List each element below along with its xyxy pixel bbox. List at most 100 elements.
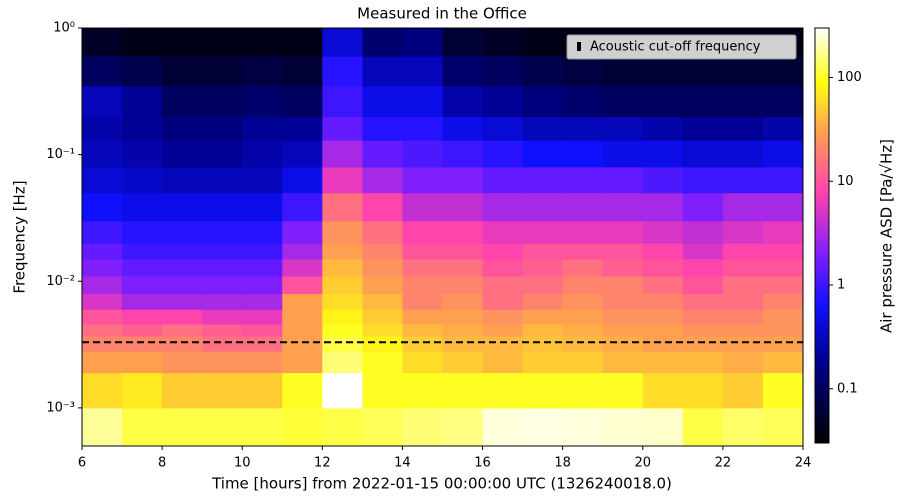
heat-cell (82, 293, 123, 310)
heat-cell (682, 323, 724, 337)
y-axis-label: Frequency [Hz] (11, 180, 29, 293)
heat-cell (722, 372, 764, 409)
heat-cell (402, 323, 443, 337)
heat-cell (322, 258, 363, 277)
heat-cell (442, 293, 484, 310)
heat-cell (242, 309, 283, 325)
heat-cell (642, 166, 684, 194)
heat-cell (522, 28, 564, 57)
heat-cell (442, 372, 484, 409)
heat-cell (402, 140, 443, 168)
heat-cell (522, 166, 564, 194)
heat-cell (442, 276, 484, 295)
heat-cell (482, 293, 524, 310)
heat-cell (282, 372, 323, 409)
heat-cell (482, 220, 524, 244)
heat-cell (722, 323, 764, 337)
heat-cell (562, 56, 604, 87)
heat-cell (242, 140, 283, 168)
heat-cell (762, 85, 804, 118)
heat-cell (162, 335, 203, 352)
heat-cell (482, 28, 524, 57)
heat-cell (122, 166, 163, 194)
x-tick-label: 6 (78, 456, 86, 471)
x-tick-label: 24 (795, 456, 812, 471)
heat-cell (522, 372, 564, 409)
heat-cell (642, 220, 684, 244)
heat-cell (322, 407, 363, 447)
heat-cell (162, 85, 203, 118)
heat-cell (162, 56, 203, 87)
heat-cell (282, 85, 323, 118)
heat-cell (402, 116, 443, 141)
heat-cell (402, 293, 443, 310)
heat-cell (322, 351, 363, 374)
heat-cell (362, 192, 403, 222)
heat-cell (762, 220, 804, 244)
heat-cell (242, 56, 283, 87)
y-tick-label: 10⁻² (46, 274, 75, 289)
heat-cell (402, 335, 443, 352)
heat-cell (362, 351, 403, 374)
heat-cell (602, 407, 644, 447)
heat-cell (122, 116, 163, 141)
heat-cell (682, 116, 724, 141)
heat-cell (362, 140, 403, 168)
heat-cell (482, 276, 524, 295)
heat-cell (682, 407, 724, 447)
heat-cell (522, 335, 564, 352)
heat-cell (482, 258, 524, 277)
x-tick-label: 20 (635, 456, 652, 471)
heat-cell (602, 323, 644, 337)
x-tick-label: 22 (715, 456, 732, 471)
heat-cell (362, 293, 403, 310)
heat-cell (762, 258, 804, 277)
heat-cell (402, 407, 443, 447)
heat-cell (242, 192, 283, 222)
heat-cell (202, 335, 243, 352)
legend-box (566, 34, 797, 60)
heat-cell (482, 192, 524, 222)
heat-cell (242, 276, 283, 295)
heat-cell (722, 140, 764, 168)
heat-cell (482, 372, 524, 409)
heat-cell (202, 28, 243, 57)
heat-cell (242, 85, 283, 118)
heat-cell (322, 309, 363, 325)
heat-cell (362, 258, 403, 277)
heat-cell (602, 116, 644, 141)
heat-cell (242, 372, 283, 409)
heat-cell (162, 407, 203, 447)
x-tick-label: 18 (554, 456, 571, 471)
heat-cell (402, 166, 443, 194)
heat-cell (522, 407, 564, 447)
heat-cell (402, 351, 443, 374)
heat-cell (762, 293, 804, 310)
heat-cell (202, 85, 243, 118)
heat-cell (762, 140, 804, 168)
heat-cell (322, 276, 363, 295)
heat-cell (362, 85, 403, 118)
plot-frame (81, 27, 804, 447)
heat-cell (82, 372, 123, 409)
heat-cell (642, 276, 684, 295)
heat-cell (322, 335, 363, 352)
heat-cell (282, 309, 323, 325)
heat-cell (242, 293, 283, 310)
heat-cell (562, 220, 604, 244)
heat-cell (162, 220, 203, 244)
heat-cell (402, 28, 443, 57)
heat-cell (602, 351, 644, 374)
heat-cell (282, 323, 323, 337)
heat-cell (522, 140, 564, 168)
heat-cell (442, 335, 484, 352)
heat-cell (322, 243, 363, 260)
heat-cell (602, 258, 644, 277)
heat-cell (722, 166, 764, 194)
heat-cell (722, 293, 764, 310)
heat-cell (642, 293, 684, 310)
heat-cell (442, 351, 484, 374)
heat-cell (762, 309, 804, 325)
heat-cell (762, 407, 804, 447)
heat-cell (242, 28, 283, 57)
